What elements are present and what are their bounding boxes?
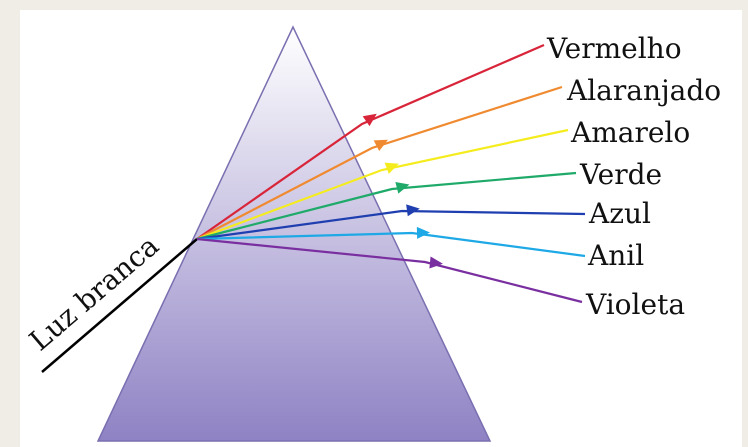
ray-amarelo xyxy=(196,128,569,241)
label-azul: Azul xyxy=(588,197,651,230)
arrow-verde-icon xyxy=(395,181,410,194)
label-vermelho: Vermelho xyxy=(546,32,682,65)
arrow-anil-icon xyxy=(416,226,430,239)
ray-azul xyxy=(196,209,586,241)
label-anil: Anil xyxy=(587,239,644,272)
ray-violeta xyxy=(196,237,583,304)
arrow-violeta-icon xyxy=(429,256,443,269)
arrow-azul-icon xyxy=(406,204,420,217)
label-violeta: Violeta xyxy=(585,288,685,321)
ray-vermelho xyxy=(196,43,545,240)
ray-verde xyxy=(196,171,577,241)
incident-light-ray xyxy=(41,238,198,373)
arrow-alaranjado-icon xyxy=(373,139,388,152)
arrow-amarelo-icon xyxy=(384,162,399,174)
ray-anil xyxy=(196,231,586,258)
arrow-vermelho-icon xyxy=(362,113,377,127)
label-verde: Verde xyxy=(579,158,662,191)
ray-alaranjado xyxy=(196,85,563,240)
refracted-rays xyxy=(196,43,586,304)
label-amarelo: Amarelo xyxy=(570,116,690,149)
label-alaranjado: Alaranjado xyxy=(566,74,721,107)
